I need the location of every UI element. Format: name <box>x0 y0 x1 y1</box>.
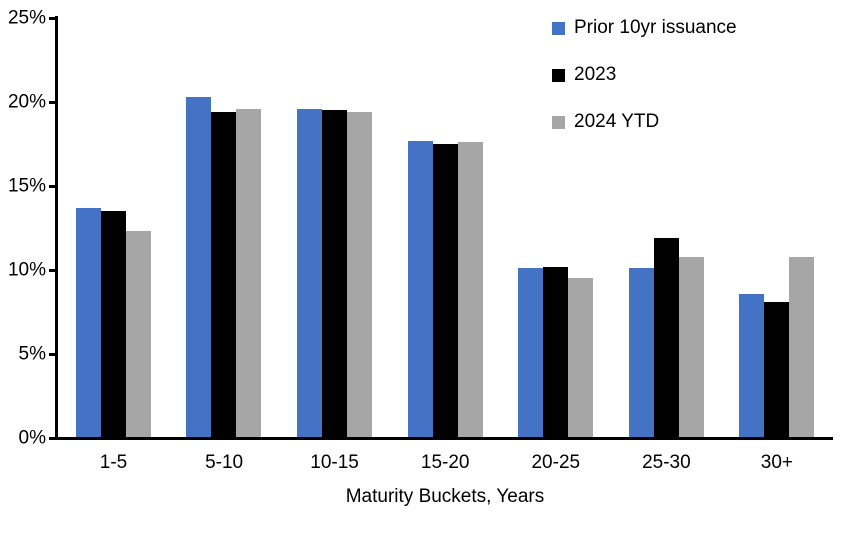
x-category-label: 20-25 <box>531 452 581 473</box>
bar <box>100 211 126 438</box>
y-tick-mark <box>49 437 56 440</box>
bar <box>407 140 433 438</box>
y-tick-label: 25% <box>7 7 46 29</box>
bar <box>628 268 654 438</box>
legend-item: 2023 <box>552 64 737 86</box>
x-category-label: 1-5 <box>99 452 128 473</box>
y-tick-mark <box>49 269 56 272</box>
bar <box>346 112 372 438</box>
bar <box>75 207 101 438</box>
x-axis-line <box>55 437 833 440</box>
x-category-label: 15-20 <box>420 452 470 473</box>
bar <box>236 108 262 438</box>
bar <box>125 231 151 438</box>
bar <box>321 110 347 438</box>
x-axis-title: Maturity Buckets, Years <box>345 486 545 507</box>
x-category-label: 10-15 <box>310 452 359 473</box>
bar <box>739 293 765 438</box>
bar <box>678 256 704 438</box>
legend-swatch-icon <box>552 115 565 129</box>
bar <box>211 112 237 438</box>
bar <box>653 238 679 438</box>
legend-label: Prior 10yr issuance <box>574 17 737 38</box>
bar <box>789 256 815 438</box>
bar <box>457 142 483 438</box>
x-category-label: 25-30 <box>642 452 691 473</box>
y-tick-label: 10% <box>7 259 46 281</box>
y-tick-label: 0% <box>18 427 46 449</box>
x-category-label: 30+ <box>760 452 793 473</box>
y-axis-line <box>55 16 58 440</box>
legend-item: Prior 10yr issuance <box>552 17 737 39</box>
x-category-label: 5-10 <box>205 452 244 473</box>
legend-item: 2024 YTD <box>552 111 737 133</box>
y-tick-mark <box>49 185 56 188</box>
legend-label: 2023 <box>574 64 617 85</box>
legend-swatch-icon <box>552 21 565 35</box>
legend-swatch-icon <box>552 68 565 82</box>
y-tick-mark <box>49 353 56 356</box>
bar <box>186 97 212 438</box>
legend: Prior 10yr issuance 2023 2024 YTD <box>552 17 737 158</box>
y-tick-label: 15% <box>7 175 46 197</box>
y-tick-mark <box>49 17 56 20</box>
y-tick-label: 5% <box>18 343 46 365</box>
y-tick-label: 20% <box>7 91 46 113</box>
y-tick-mark <box>49 101 56 104</box>
bar <box>518 268 544 438</box>
legend-label: 2024 YTD <box>574 111 660 132</box>
bar <box>764 301 790 438</box>
bar <box>568 278 594 438</box>
bar <box>432 144 458 438</box>
bar <box>296 108 322 438</box>
bar <box>543 266 569 438</box>
